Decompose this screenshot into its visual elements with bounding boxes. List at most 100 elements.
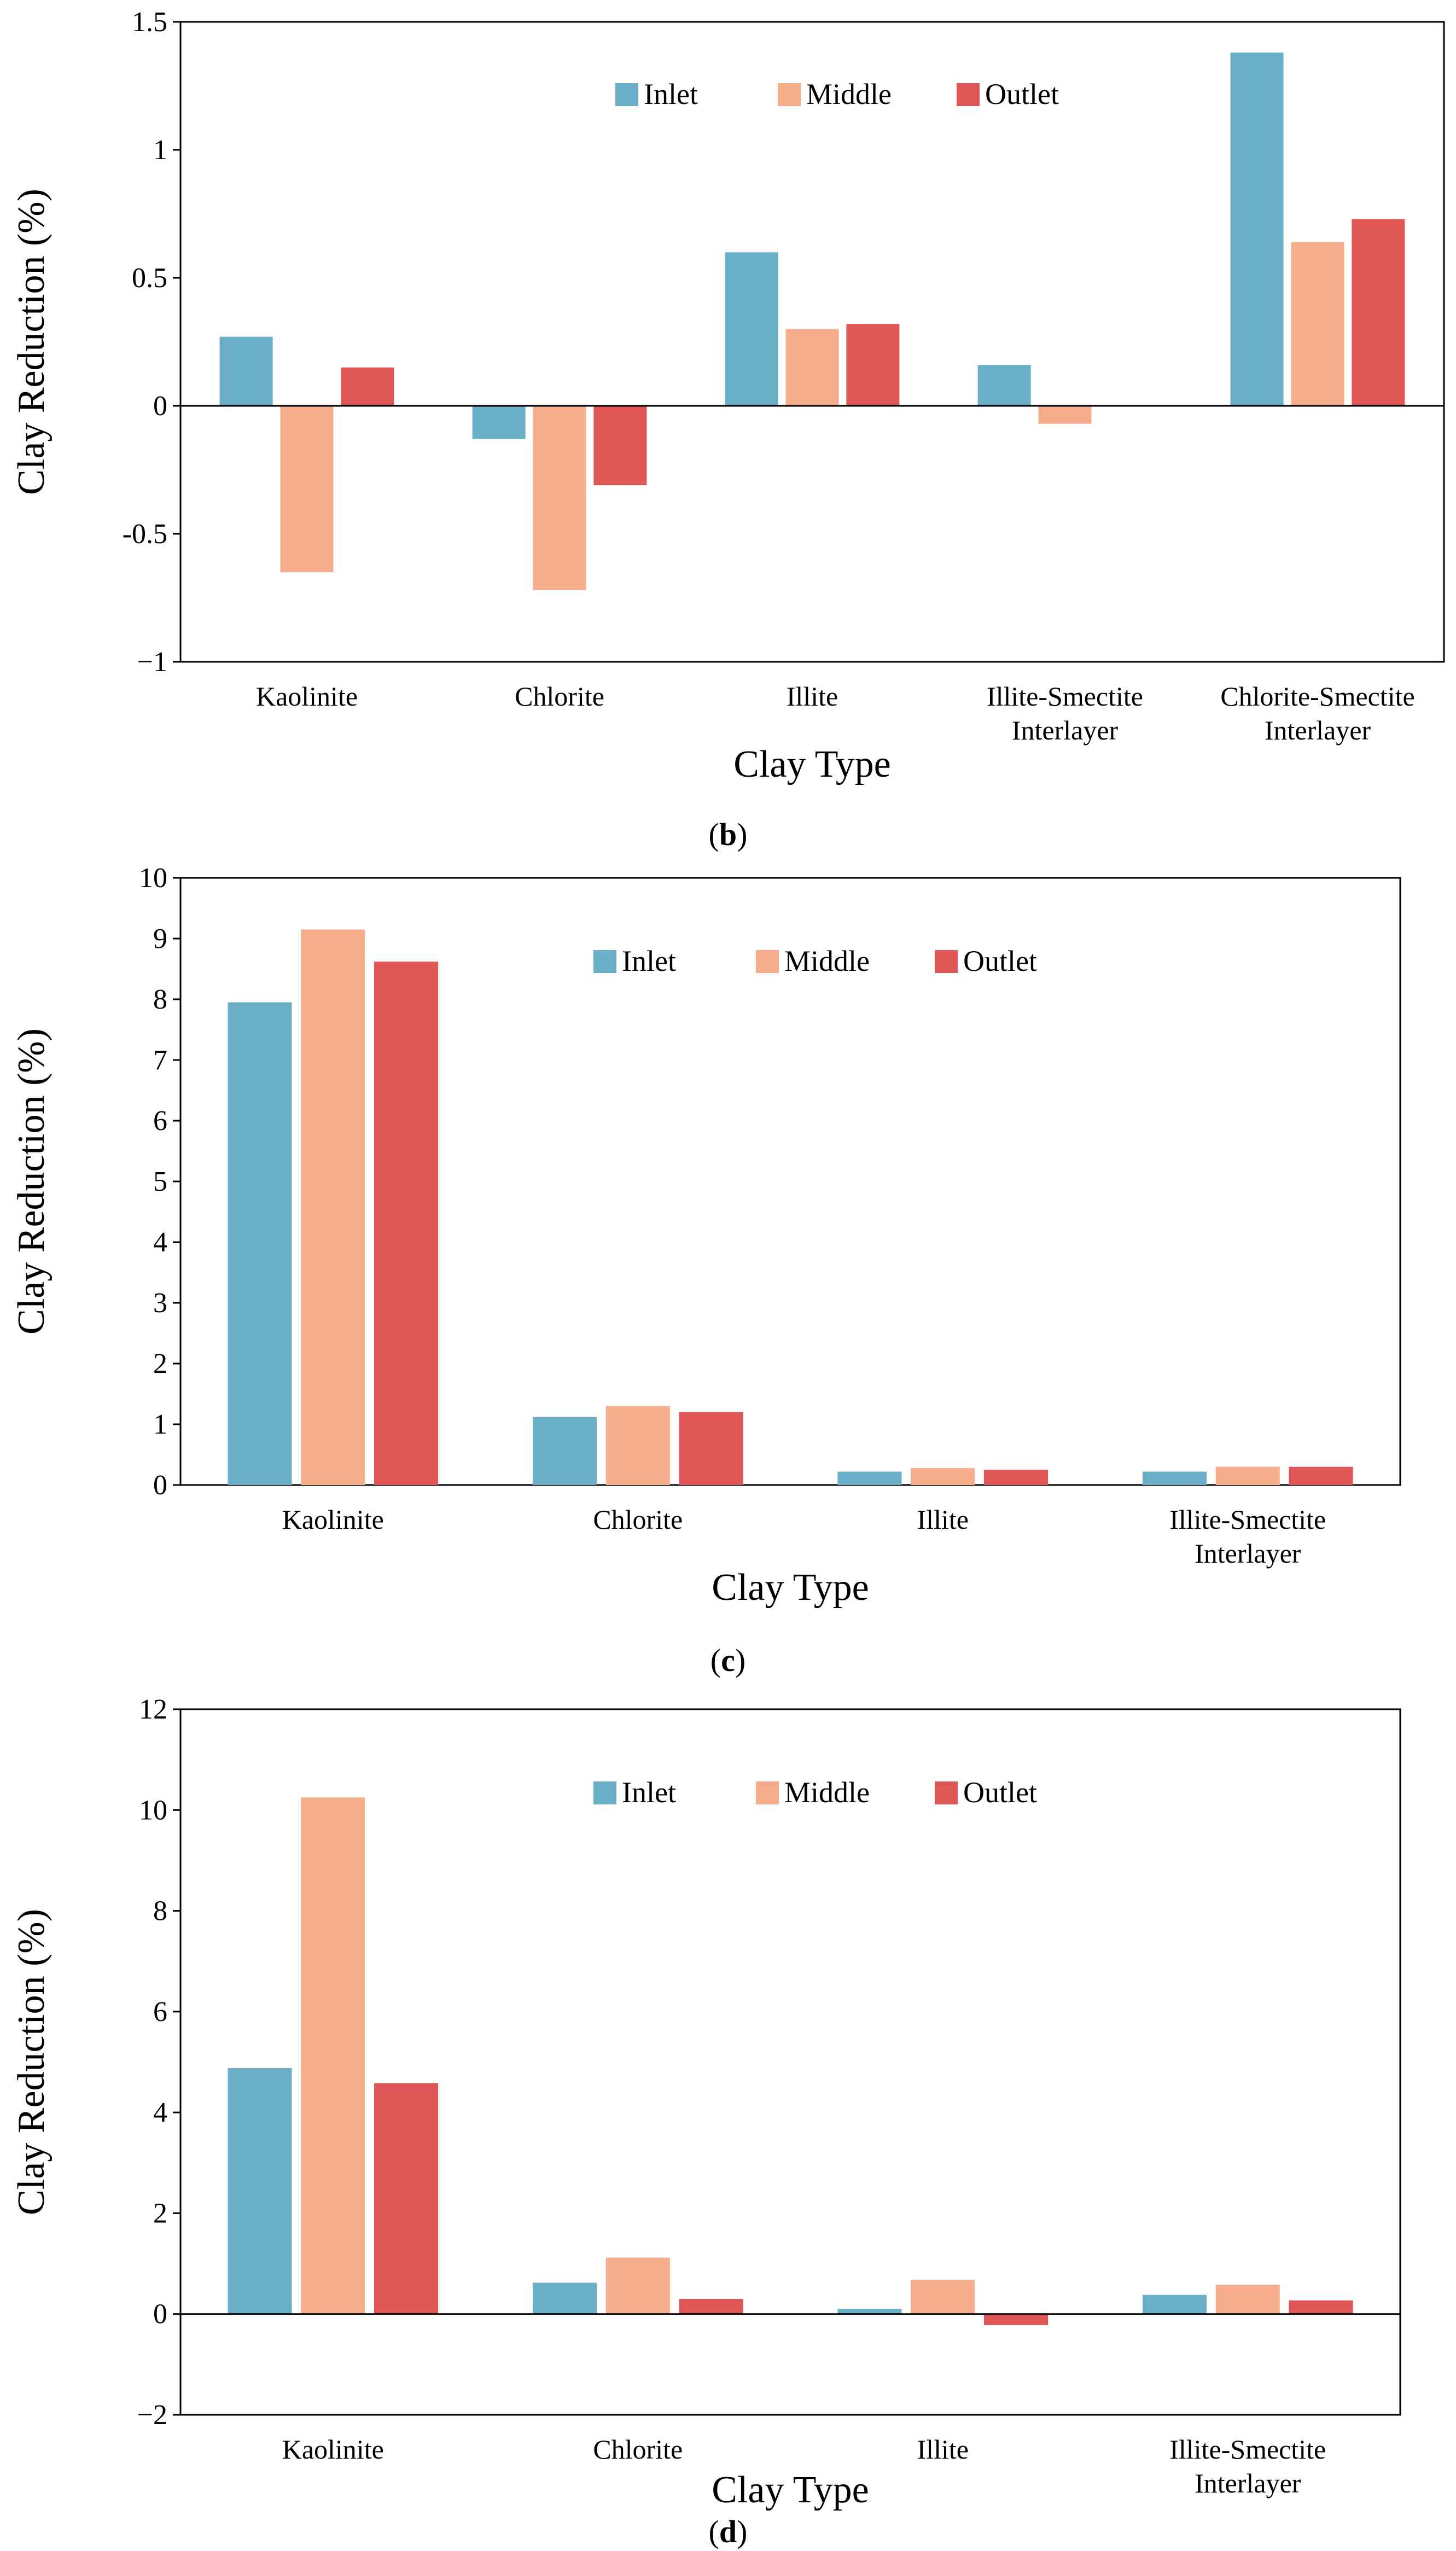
bar-inlet — [837, 2309, 902, 2314]
y-tick-label: 6 — [153, 1105, 167, 1137]
panel-caption: (c) — [710, 1643, 746, 1678]
x-category-label: Kaolinite — [282, 1504, 384, 1535]
bar-inlet — [1230, 53, 1284, 406]
y-tick-label: 1.5 — [132, 7, 167, 38]
y-tick-label: 0 — [153, 2299, 167, 2330]
bar-inlet — [1142, 1471, 1207, 1485]
bar-middle — [1215, 1466, 1280, 1485]
bar-middle — [1038, 406, 1092, 424]
bar-inlet — [1142, 2294, 1207, 2314]
y-tick-label: 0.5 — [132, 263, 167, 294]
x-axis-label: Clay Type — [712, 1566, 869, 1609]
caption-close: ) — [737, 817, 747, 852]
x-category-label: Illite-Smectite Interlayer — [1169, 2434, 1326, 2498]
bar-outlet — [1289, 2300, 1353, 2314]
x-category-line: Interlayer — [1265, 715, 1371, 746]
y-axis-label: Clay Reduction (%) — [10, 1028, 53, 1335]
bar-inlet — [532, 2282, 597, 2314]
y-tick-label: 1 — [153, 1409, 167, 1440]
plot-area — [179, 1708, 1401, 2416]
x-category-line: Chlorite — [593, 2434, 683, 2465]
y-tick-label: 8 — [153, 984, 167, 1015]
bar-outlet — [846, 324, 900, 406]
x-category-label: Kaolinite — [282, 2434, 384, 2465]
x-category-line: Kaolinite — [256, 681, 358, 712]
bar-middle — [301, 1797, 365, 2314]
bar-outlet — [679, 1412, 743, 1485]
bar-middle — [533, 406, 586, 590]
x-category-line: Kaolinite — [282, 2434, 384, 2465]
legend-label-outlet: Outlet — [963, 1776, 1037, 1809]
bar-middle — [605, 1406, 670, 1485]
bar-middle — [301, 929, 365, 1485]
x-category-line: Illite — [917, 1504, 969, 1535]
y-tick-label: 3 — [153, 1288, 167, 1319]
x-category-line: Chlorite — [515, 681, 604, 712]
chart-c: 0 1 2 3 4 5 6 7 8 9 10 Kaolinite Chlorite Illite Illit… — [10, 863, 1401, 1678]
chart-b: −1 -0.5 0 0.5 1 1.5 Kaolinite Chlorite Illite Ill… — [10, 7, 1445, 852]
caption-letter: b — [719, 817, 737, 852]
legend-label-inlet: Inlet — [644, 78, 698, 110]
bar-outlet — [679, 2299, 743, 2314]
x-category-line: Illite — [787, 681, 838, 712]
y-tick-label: 12 — [139, 1694, 167, 1725]
bar-middle — [605, 2257, 670, 2314]
bar-outlet — [984, 1470, 1049, 1485]
bar-middle — [911, 1467, 975, 1485]
bar-middle — [785, 329, 839, 406]
bar-outlet — [341, 367, 394, 406]
legend-label-middle: Middle — [806, 78, 892, 110]
y-tick-label: 2 — [153, 2198, 167, 2229]
y-tick-label: 2 — [153, 1348, 167, 1379]
panel-caption: (b) — [709, 817, 748, 852]
x-category-line: Illite-Smectite — [1169, 2434, 1326, 2465]
plot-area — [179, 21, 1445, 663]
bar-outlet — [984, 2314, 1049, 2325]
legend-swatch-outlet — [935, 1781, 958, 1804]
legend-label-inlet: Inlet — [622, 1776, 676, 1809]
legend-swatch-inlet — [615, 83, 638, 106]
y-tick-label: 4 — [153, 1227, 167, 1258]
y-tick-label: -0.5 — [123, 519, 167, 550]
y-tick-label: −1 — [137, 647, 167, 678]
legend-swatch-middle — [778, 83, 801, 106]
x-category-line: Illite — [917, 2434, 969, 2465]
x-category-line: Interlayer — [1195, 2468, 1301, 2498]
bar-outlet — [374, 2083, 439, 2314]
x-category-line: Chlorite — [593, 1504, 683, 1535]
x-category-label: Chlorite — [593, 1504, 683, 1535]
x-axis-label: Clay Type — [733, 743, 890, 785]
bar-inlet — [219, 336, 273, 406]
legend-swatch-inlet — [593, 950, 616, 973]
y-tick-label: 10 — [139, 863, 167, 894]
panel-caption: (d) — [709, 2514, 748, 2549]
y-axis-label: Clay Reduction (%) — [10, 189, 53, 495]
x-category-line: Interlayer — [1012, 715, 1119, 746]
y-tick-label: 1 — [153, 135, 167, 166]
caption-letter: c — [721, 1643, 735, 1678]
bar-outlet — [1289, 1466, 1353, 1485]
legend-label-outlet: Outlet — [963, 945, 1037, 977]
x-category-label: Kaolinite — [256, 681, 358, 712]
y-tick-label: 5 — [153, 1166, 167, 1197]
x-category-label: Chlorite — [515, 681, 604, 712]
y-tick-label: 0 — [153, 1470, 167, 1501]
x-category-line: Illite-Smectite — [987, 681, 1143, 712]
x-category-line: Kaolinite — [282, 1504, 384, 1535]
bar-inlet — [837, 1471, 902, 1485]
x-category-label: Chlorite-Smectite Interlayer — [1220, 681, 1414, 746]
y-tick-label: 7 — [153, 1045, 167, 1076]
x-category-label: Illite — [787, 681, 838, 712]
y-tick-label: 6 — [153, 1996, 167, 2028]
x-category-label: Illite — [917, 1504, 969, 1535]
caption-letter: d — [719, 2514, 737, 2549]
bar-outlet — [1352, 219, 1405, 406]
bar-outlet — [374, 962, 439, 1485]
caption-open: ( — [710, 1643, 721, 1678]
x-axis-label: Clay Type — [712, 2469, 869, 2511]
legend-label-inlet: Inlet — [622, 945, 676, 977]
legend-label-outlet: Outlet — [985, 78, 1059, 110]
x-category-line: Illite-Smectite — [1169, 1504, 1326, 1535]
y-axis-label: Clay Reduction (%) — [10, 1909, 53, 2215]
